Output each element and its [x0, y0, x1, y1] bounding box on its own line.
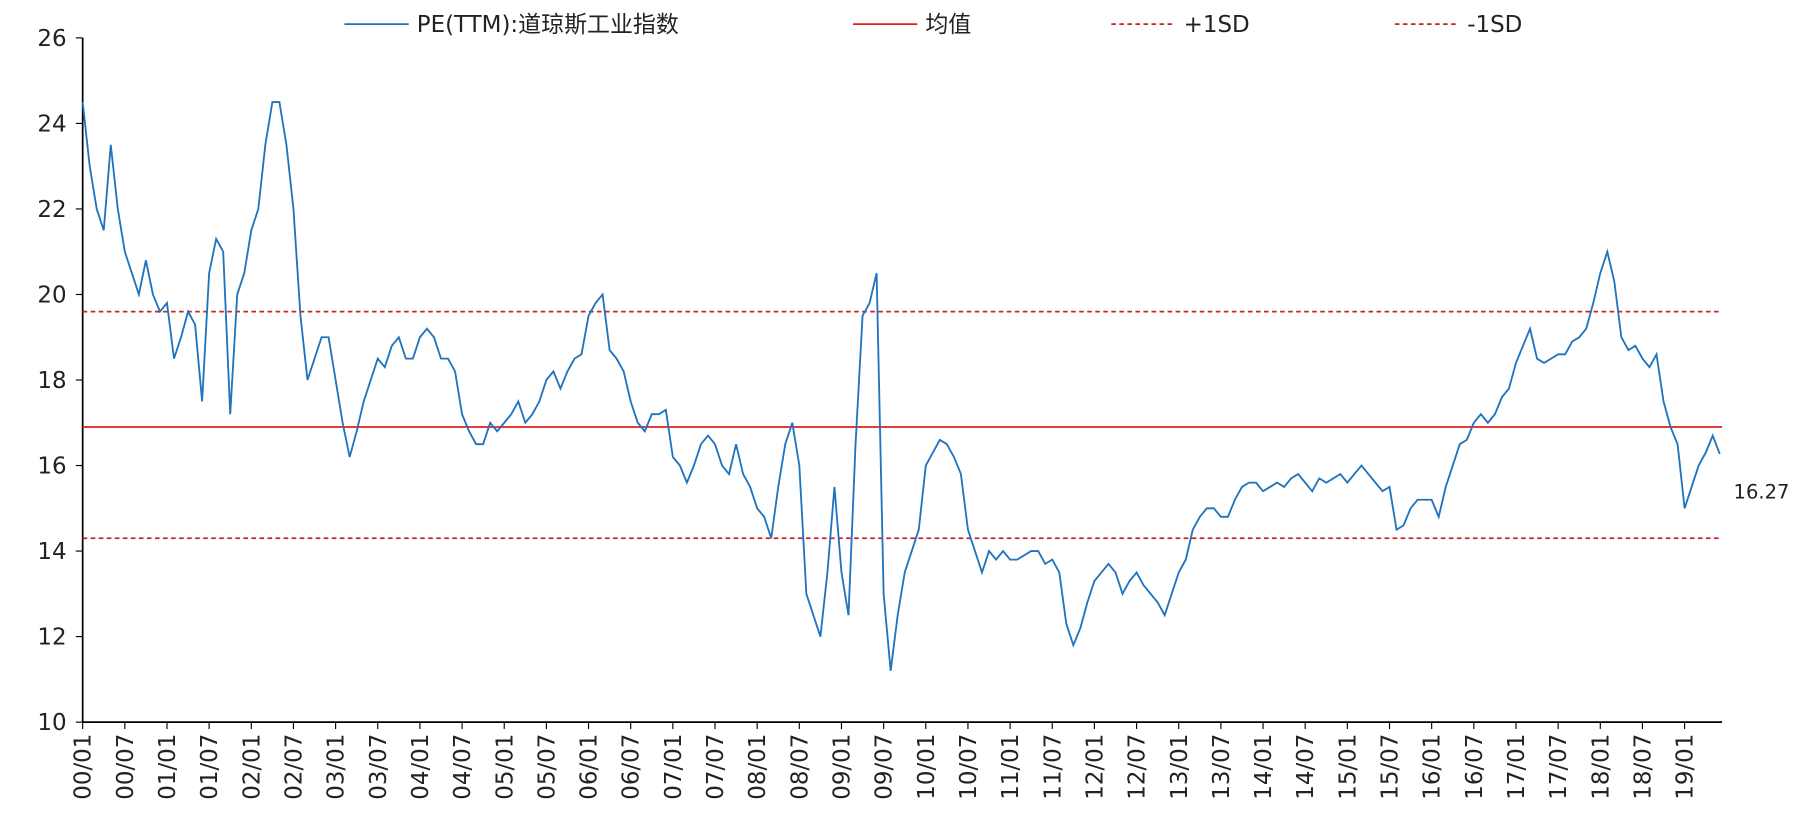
legend-label: -1SD — [1467, 12, 1522, 38]
x-tick-label: 10/01 — [914, 734, 940, 800]
x-tick-label: 15/07 — [1378, 734, 1404, 800]
x-tick-label: 09/07 — [872, 734, 898, 800]
x-tick-label: 10/07 — [956, 734, 982, 800]
y-tick-label: 24 — [37, 111, 66, 137]
y-tick-label: 20 — [37, 283, 66, 309]
x-tick-label: 05/07 — [534, 734, 560, 800]
x-tick-label: 14/01 — [1251, 734, 1277, 800]
value-label: 16.27 — [1734, 480, 1790, 503]
y-tick-label: 14 — [37, 539, 66, 565]
x-tick-label: 03/07 — [366, 734, 392, 800]
x-tick-label: 05/01 — [492, 734, 518, 800]
y-tick-label: 22 — [37, 197, 66, 223]
x-tick-label: 16/07 — [1462, 734, 1488, 800]
x-tick-label: 19/01 — [1673, 734, 1699, 800]
x-tick-label: 07/01 — [661, 734, 687, 800]
x-tick-label: 11/07 — [1040, 734, 1066, 800]
x-tick-label: 16/01 — [1420, 734, 1446, 800]
x-tick-label: 03/01 — [324, 734, 350, 800]
x-tick-label: 00/01 — [71, 734, 97, 800]
x-tick-label: 07/07 — [703, 734, 729, 800]
x-tick-label: 06/01 — [577, 734, 603, 800]
x-tick-label: 02/01 — [239, 734, 265, 800]
x-tick-label: 15/01 — [1335, 734, 1361, 800]
x-tick-label: 00/07 — [113, 734, 139, 800]
x-tick-label: 14/07 — [1293, 734, 1319, 800]
x-tick-label: 18/01 — [1588, 734, 1614, 800]
x-tick-label: 04/07 — [450, 734, 476, 800]
x-tick-label: 01/07 — [197, 734, 223, 800]
x-tick-label: 11/01 — [998, 734, 1024, 800]
x-tick-label: 17/01 — [1504, 734, 1530, 800]
y-tick-label: 12 — [37, 625, 66, 651]
legend-label: PE(TTM):道琼斯工业指数 — [417, 12, 679, 38]
legend-label: 均值 — [925, 12, 971, 38]
y-tick-label: 18 — [37, 368, 66, 394]
y-tick-label: 26 — [37, 26, 66, 52]
x-tick-label: 12/07 — [1125, 734, 1151, 800]
x-tick-label: 01/01 — [155, 734, 181, 800]
x-tick-label: 06/07 — [619, 734, 645, 800]
x-tick-label: 13/01 — [1167, 734, 1193, 800]
x-tick-label: 18/07 — [1630, 734, 1656, 800]
x-tick-label: 12/01 — [1082, 734, 1108, 800]
x-tick-label: 02/07 — [281, 734, 307, 800]
x-tick-label: 17/07 — [1546, 734, 1572, 800]
legend-label: +1SD — [1184, 12, 1250, 38]
x-tick-label: 09/01 — [830, 734, 856, 800]
x-tick-label: 04/01 — [408, 734, 434, 800]
x-tick-label: 13/07 — [1209, 734, 1235, 800]
y-tick-label: 16 — [37, 454, 66, 480]
x-tick-label: 08/07 — [787, 734, 813, 800]
data-line — [81, 101, 1721, 671]
x-tick-label: 08/01 — [745, 734, 771, 800]
y-tick-label: 10 — [37, 710, 66, 736]
